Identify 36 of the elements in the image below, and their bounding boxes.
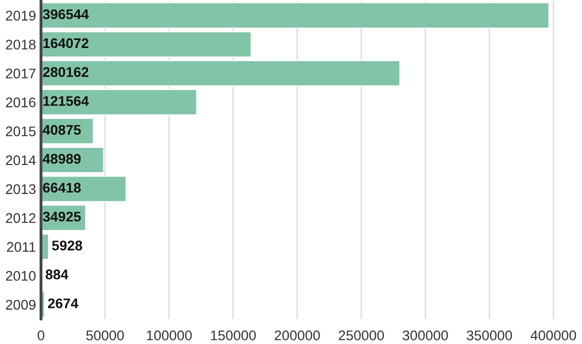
- data-label: 884: [46, 270, 68, 280]
- data-label: 280162: [43, 67, 88, 77]
- x-tick-label: 400000: [530, 330, 576, 340]
- y-tick-label: 2015: [6, 126, 36, 136]
- y-tick-label: 2011: [6, 242, 36, 252]
- x-tick-label: 150000: [211, 330, 256, 340]
- y-tick-label: 2013: [6, 184, 36, 194]
- x-tick-label: 0: [38, 330, 44, 340]
- data-label: 121564: [43, 96, 89, 106]
- y-tick-label: 2012: [6, 213, 36, 223]
- bar: [41, 60, 400, 87]
- data-label: 66418: [43, 182, 81, 193]
- data-label: 48989: [42, 154, 81, 164]
- y-tick-label: 2014: [6, 155, 36, 166]
- bar: [41, 176, 127, 202]
- data-label: 396544: [42, 9, 89, 20]
- y-tick-label: 2019: [6, 10, 36, 21]
- data-label: 2674: [48, 298, 78, 308]
- data-label: 5928: [52, 240, 82, 250]
- data-label: 164072: [43, 38, 88, 48]
- x-tick-label: 200000: [274, 330, 320, 340]
- y-tick-label: 2018: [6, 40, 36, 50]
- x-tick-label: 50000: [86, 330, 124, 340]
- y-tick-label: 2009: [6, 300, 36, 310]
- data-label: 34925: [42, 212, 81, 222]
- y-tick-label: 2017: [6, 68, 36, 78]
- y-tick-label: 2010: [6, 270, 36, 281]
- bar: [41, 88, 198, 116]
- y-tick-label: 2016: [6, 98, 36, 108]
- bar: [41, 31, 252, 58]
- bar: [41, 2, 550, 29]
- data-label: 40875: [42, 124, 81, 135]
- x-tick-label: 100000: [147, 330, 192, 340]
- x-tick-label: 300000: [402, 330, 448, 340]
- x-tick-label: 250000: [338, 330, 384, 340]
- x-tick-label: 350000: [466, 330, 512, 340]
